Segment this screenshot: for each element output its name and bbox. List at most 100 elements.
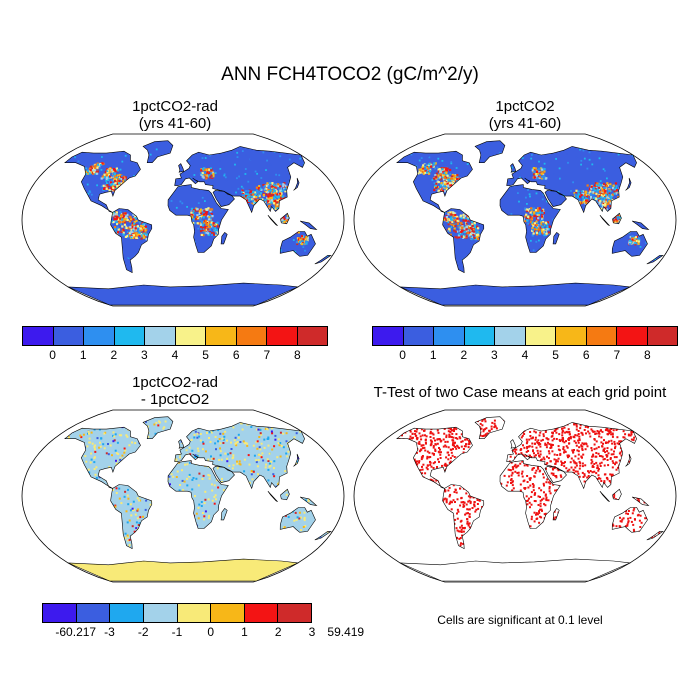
colorbar-tick-label: 1 — [79, 348, 87, 362]
land-borneo — [280, 489, 290, 500]
coastline-arabia — [544, 466, 567, 483]
colorbar-tick-label: -3 — [104, 625, 115, 639]
colorbar-tick-label: 5 — [202, 348, 209, 362]
colorbar-tick-label: 2 — [460, 348, 468, 362]
coastline-newguinea — [300, 496, 318, 507]
land-japan — [293, 178, 300, 191]
coastline-greenland — [142, 140, 174, 163]
coastline-borneo — [280, 488, 290, 501]
panel-1-title: 1pctCO2-rad (yrs 41-60) — [70, 98, 280, 132]
colorbar-swatch — [556, 327, 587, 345]
colorbar-tick-label: 5 — [552, 348, 559, 362]
land-newguinea — [632, 221, 649, 230]
colorbar-tick-label: 2 — [110, 348, 118, 362]
coastline-greenland — [474, 140, 506, 163]
colorbar-tick-label: 3 — [308, 625, 316, 639]
colorbar-swatch — [114, 327, 145, 345]
coastline-sumatra — [599, 490, 610, 502]
colorbar-tick-label: 7 — [613, 348, 621, 362]
map-panel-1pctco2-rad — [21, 133, 345, 307]
colorbar-tick-label: 59.419 — [327, 625, 365, 639]
colorbar-swatch — [464, 327, 495, 345]
coastline-newguinea — [632, 496, 650, 507]
coastline-eurasia — [174, 146, 305, 214]
panel-1-title-line1: 1pctCO2-rad — [132, 98, 218, 115]
panel-2-title-line1: 1pctCO2 — [495, 98, 555, 115]
coastline-sumatra — [267, 490, 278, 502]
colorbar-tick-label: 4 — [521, 348, 529, 362]
land-japan — [625, 454, 632, 467]
land-antarctica — [68, 559, 298, 581]
coastline-uk — [178, 439, 185, 449]
panel-1-title-line2: (yrs 41-60) — [138, 115, 212, 132]
land-greenland — [475, 140, 505, 163]
coastline-newguinea — [632, 220, 650, 231]
coastline-madagascar — [552, 507, 560, 521]
coastline-africa — [499, 460, 561, 529]
colorbar-swatch — [53, 327, 84, 345]
coastline-australia — [611, 231, 648, 257]
colorbar-tick-label: 4 — [171, 348, 179, 362]
land-antarctica — [68, 283, 298, 305]
coastline-arabia — [544, 190, 567, 207]
coastline-sumatra — [599, 214, 610, 226]
colorbar-swatch — [76, 604, 111, 622]
colorbar-tick-label: 0 — [399, 348, 406, 362]
land-newguinea — [632, 497, 649, 506]
coastline-samerica — [110, 484, 153, 550]
coastline-nz — [314, 255, 332, 265]
colorbar-swatch — [647, 327, 677, 345]
colorbar-swatch — [267, 327, 298, 345]
coastline-australia — [611, 507, 648, 533]
land-greenland — [143, 140, 173, 163]
colorbar-tick-label: 0 — [49, 348, 56, 362]
coastline-uk — [510, 439, 517, 449]
land-antarctica — [400, 559, 630, 581]
coastline-arabia — [212, 190, 235, 207]
land-africa — [500, 460, 561, 529]
land-namerica — [64, 151, 141, 213]
panel-3-title: 1pctCO2-rad - 1pctCO2 — [70, 374, 280, 408]
colorbar-tick-label: -1 — [171, 625, 183, 639]
colorbar-swatch — [278, 604, 311, 622]
colorbar-swatch — [43, 604, 77, 622]
colorbar-tick-label: 8 — [644, 348, 651, 362]
land-samerica — [110, 484, 152, 549]
coastline-samerica — [442, 208, 485, 274]
coastline-japan — [293, 453, 300, 467]
land-nz — [314, 255, 331, 264]
coastline-madagascar — [220, 231, 228, 245]
colorbar-swatch — [297, 327, 327, 345]
coastline-africa — [167, 184, 229, 253]
land-eurasia — [506, 422, 637, 489]
colorbar-swatch — [177, 604, 212, 622]
coastline-eurasia — [174, 422, 305, 490]
land-greenland — [475, 416, 505, 439]
colorbar-tick-label: 1 — [429, 348, 437, 362]
colorbar-swatch — [495, 327, 526, 345]
coastline-newguinea — [300, 220, 318, 231]
panel-2-title-line2: (yrs 41-60) — [488, 115, 562, 132]
significance-note: Cells are significant at 0.1 level — [437, 613, 603, 627]
coastline-africa — [167, 460, 229, 529]
panel-4-title: T-Test of two Case means at each grid po… — [373, 384, 667, 401]
coastline-eurasia — [506, 422, 637, 490]
coastline-japan — [293, 177, 300, 191]
coastline-arabia — [212, 466, 235, 483]
colorbar-swatch — [434, 327, 465, 345]
colorbar-panel-2 — [372, 326, 678, 346]
land-namerica — [64, 427, 141, 489]
coastline-antarctica — [67, 558, 300, 582]
coastline-greenland — [142, 416, 174, 439]
colorbar-swatch — [143, 604, 178, 622]
coastline-africa — [499, 184, 561, 253]
land-newguinea — [300, 221, 317, 230]
land-nz — [314, 531, 331, 540]
colorbar-swatch — [586, 327, 617, 345]
coastline-nz — [646, 531, 664, 541]
land-australia — [280, 507, 316, 533]
colorbar-tick-label: 3 — [491, 348, 498, 362]
coastline-uk — [510, 163, 517, 173]
coastline-japan — [625, 177, 632, 191]
colorbar-tick-label: 1 — [241, 625, 248, 639]
